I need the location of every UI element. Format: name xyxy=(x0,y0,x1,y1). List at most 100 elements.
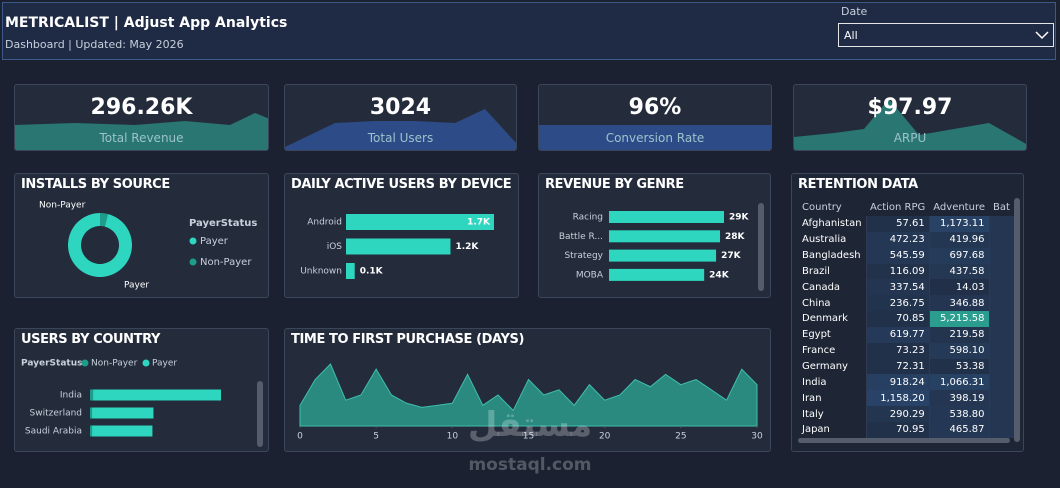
table-cell: 538.80 xyxy=(928,406,989,422)
value-label: 28K xyxy=(725,232,746,242)
table-cell-empty xyxy=(988,231,1014,248)
legend-swatch xyxy=(81,359,89,367)
chart-svg: Android 1.7K iOS 1.2K Unknown 0.1K xyxy=(300,214,494,279)
kpi-label: Conversion Rate xyxy=(605,131,705,145)
table-cell: 346.88 xyxy=(928,295,989,312)
kpi-card: 3024 Total Users xyxy=(284,84,517,151)
legend-swatch xyxy=(189,258,197,266)
chart-panel: INSTALLS BY SOURCE Payer Non-Payer PayerSta… xyxy=(14,173,269,298)
table-cell: Japan xyxy=(802,424,830,436)
table-row: Brazil 116.09 437.58 xyxy=(798,263,1014,280)
table-row: China 236.75 346.88 xyxy=(798,295,1014,312)
bar xyxy=(609,230,721,243)
table-cell: 14.03 xyxy=(928,279,989,296)
header: METRICALIST | Adjust App Analytics Dashb… xyxy=(2,2,1056,60)
table-row: Canada 337.54 14.03 xyxy=(798,279,1014,296)
x-tick-label: 30 xyxy=(751,432,763,442)
table-cell: Germany xyxy=(802,361,848,373)
table-cell: 53.38 xyxy=(928,358,989,375)
kpi-label: Total Users xyxy=(367,131,434,145)
bar xyxy=(346,214,494,230)
sparkline xyxy=(794,99,1026,150)
table-cell: 598.10 xyxy=(928,342,989,359)
sparkline xyxy=(15,113,268,150)
category-label: Unknown xyxy=(300,267,342,277)
legend-label: Non-Payer xyxy=(91,359,138,369)
table-cell-empty xyxy=(988,295,1014,312)
table-cell: 1,066.31 xyxy=(928,374,989,391)
kpi-card: 296.26K Total Revenue xyxy=(14,84,269,151)
category-label: MOBA xyxy=(576,270,604,280)
table-row: Denmark 70.85 5,215.58 xyxy=(798,311,1014,327)
value-label: 27K xyxy=(721,251,742,261)
x-tick-label: 0 xyxy=(297,432,303,442)
column-header: Bat xyxy=(993,201,1010,213)
chart-panel: DAILY ACTIVE USERS BY DEVICE Android 1.7K i… xyxy=(284,173,519,298)
table-cell: 697.68 xyxy=(928,247,989,264)
filter-label: Date xyxy=(841,5,868,18)
column-header: Adventure xyxy=(933,201,985,213)
category-label: Android xyxy=(307,218,342,228)
scrollbar xyxy=(758,203,764,291)
table-row: Bangladesh 545.59 697.68 xyxy=(798,247,1014,264)
sparkline xyxy=(539,125,771,150)
table-cell-empty xyxy=(988,216,1014,232)
table-cell: 619.77 xyxy=(865,326,930,343)
table-row: Australia 472.23 419.96 xyxy=(798,231,1014,248)
table-cell-empty xyxy=(988,358,1014,375)
table-cell-empty xyxy=(988,263,1014,280)
chart-title: INSTALLS BY SOURCE xyxy=(21,177,170,192)
date-dropdown[interactable]: All xyxy=(838,23,1054,47)
chevron xyxy=(1035,31,1049,40)
value-label: 29K xyxy=(729,213,750,223)
table-cell: India xyxy=(802,376,827,388)
table-cell-empty xyxy=(988,406,1014,422)
table-cell: 73.23 xyxy=(865,342,930,359)
table-row: France 73.23 598.10 xyxy=(798,342,1014,359)
table-cell: Italy xyxy=(802,408,824,420)
bar xyxy=(609,249,717,262)
table-cell-empty xyxy=(988,342,1014,359)
x-tick-label: 10 xyxy=(447,432,459,442)
table-cell: 5,215.58 xyxy=(928,311,989,327)
table-row: Egypt 619.77 219.58 xyxy=(798,326,1014,343)
table-cell: 219.58 xyxy=(928,326,989,343)
x-tick-label: 5 xyxy=(373,432,379,442)
table-cell: 70.95 xyxy=(865,421,930,438)
table-cell: 398.19 xyxy=(928,390,989,407)
scrollbar xyxy=(798,438,1010,443)
value-label: 24K xyxy=(709,270,730,280)
table-cell: 918.24 xyxy=(865,374,930,391)
chart-svg: Racing 29K Battle R... 28K Strategy 27K MOBA 24… xyxy=(559,203,764,291)
scrollbar xyxy=(257,381,263,447)
kpi-value: 296.26K xyxy=(90,95,193,120)
table-cell-empty xyxy=(988,421,1014,438)
legend-label: Payer xyxy=(200,236,229,247)
table-row: Italy 290.29 538.80 xyxy=(798,406,1014,422)
bar-segment xyxy=(90,425,93,437)
column-header: Country xyxy=(802,201,842,213)
chart-svg: 0 5 10 15 20 25 30 xyxy=(297,363,763,442)
bar-segment xyxy=(90,407,93,419)
category-label: India xyxy=(60,391,82,401)
chart-panel: USERS BY COUNTRY PayerStatus Non-Payer Paye… xyxy=(14,328,269,452)
chart-title: REVENUE BY GENRE xyxy=(545,177,684,192)
column-header: Action RPG xyxy=(870,201,926,213)
table-cell: Brazil xyxy=(802,265,830,277)
bar xyxy=(609,268,705,281)
chart-panel: TIME TO FIRST PURCHASE (DAYS) 0 5 10 15 20 25 3… xyxy=(284,328,771,452)
subtitle: Dashboard | Updated: May 2026 xyxy=(5,38,184,51)
scrollbar xyxy=(1014,198,1020,442)
table-cell-empty xyxy=(988,326,1014,343)
x-tick-label: 15 xyxy=(523,432,534,442)
table-cell: 116.09 xyxy=(865,263,930,280)
bar xyxy=(346,263,355,279)
area xyxy=(299,363,758,427)
legend-title: PayerStatus xyxy=(189,218,257,229)
table-cell: 1,173.11 xyxy=(928,216,989,232)
bar-segment xyxy=(93,389,221,401)
table-cell: 57.61 xyxy=(865,216,930,232)
table-panel: RETENTION DATA Country Action RPG Adventur… xyxy=(791,173,1024,452)
kpi-value: 3024 xyxy=(369,95,432,120)
